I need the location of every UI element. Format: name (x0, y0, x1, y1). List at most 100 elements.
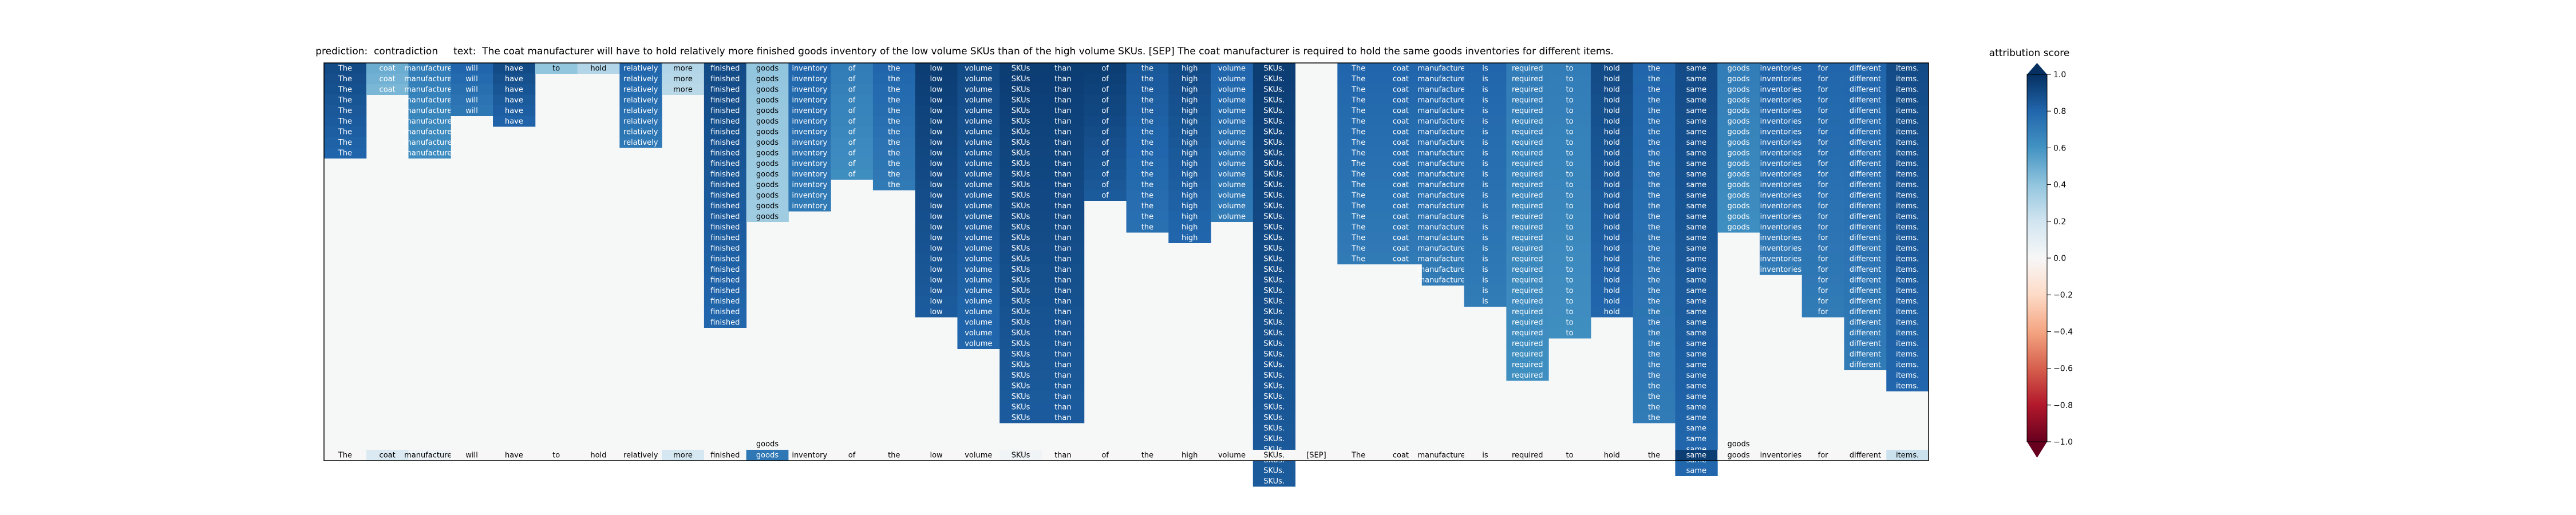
heatmap-cell: same (1675, 402, 1718, 413)
heatmap-cell-label: same (1686, 403, 1706, 411)
prediction-label: prediction: (315, 46, 368, 57)
heatmap-cell-label: inventory (792, 75, 827, 84)
heatmap-cell-label: goods (1727, 128, 1749, 136)
heatmap-cell-label: finished (710, 64, 740, 73)
heatmap-cell-label: to (1566, 138, 1573, 147)
heatmap-cell-label: same (1686, 233, 1706, 242)
heatmap-cell: for (1801, 169, 1844, 180)
heatmap-cell: the (1633, 190, 1676, 201)
heatmap-cell: inventory (788, 126, 831, 137)
heatmap-cell: SKUs (999, 253, 1042, 264)
heatmap-cell-label: inventories (1760, 233, 1802, 242)
bottom-token: [SEP] (1295, 450, 1338, 461)
heatmap-cell: volume (957, 285, 1000, 296)
heatmap-cell-label: coat (1393, 233, 1409, 242)
heatmap-cell: for (1801, 94, 1844, 106)
heatmap-cell-label: volume (965, 318, 992, 327)
heatmap-cell: than (1041, 137, 1085, 148)
heatmap-cell: hold (1590, 190, 1634, 201)
heatmap-cell: SKUs (999, 73, 1042, 85)
heatmap-cell: is (1464, 63, 1507, 74)
heatmap-cell-label: for (1818, 181, 1829, 189)
heatmap-cell: to (1548, 84, 1591, 95)
colorbar-gradient (2027, 74, 2047, 442)
heatmap-cell: the (1126, 84, 1169, 95)
heatmap-cell-label: goods (1727, 170, 1749, 179)
heatmap-cell: the (1633, 221, 1676, 233)
heatmap-cell-label: for (1818, 244, 1829, 253)
heatmap-cell: different (1844, 179, 1887, 191)
heatmap-cell: The (324, 148, 367, 159)
heatmap-cell-label: same (1686, 149, 1706, 157)
heatmap-cell-label: for (1818, 255, 1829, 263)
heatmap-cell: than (1041, 105, 1085, 116)
heatmap-cell: will (451, 73, 493, 85)
heatmap-cell: of (1084, 190, 1127, 201)
heatmap-cell: required (1506, 232, 1549, 243)
heatmap-cell: hold (577, 63, 620, 74)
heatmap-cell: same (1675, 243, 1718, 254)
heatmap-cell: low (915, 63, 958, 74)
heatmap-cell: for (1801, 126, 1844, 137)
heatmap-cell-label: the (1648, 297, 1660, 306)
heatmap-cell: the (1633, 148, 1676, 159)
heatmap-cell: goods (746, 126, 789, 137)
heatmap-cell: The (1337, 190, 1380, 201)
heatmap-cell: The (1337, 158, 1380, 169)
heatmap-cell-label: low (930, 75, 943, 84)
heatmap-cell-label: volume (965, 212, 992, 221)
bottom-token-label: to (1566, 451, 1573, 460)
heatmap-cell: relatively (619, 73, 662, 85)
heatmap-cell: than (1041, 190, 1085, 201)
heatmap-cell-label: same (1686, 297, 1706, 306)
heatmap-cell: than (1041, 169, 1085, 180)
heatmap-cell-label: the (1648, 318, 1660, 327)
heatmap-cell-label: is (1482, 85, 1488, 94)
colorbar-tick-label: 0.2 (2053, 217, 2066, 227)
heatmap-cell: to (1548, 327, 1591, 339)
bottom-token-label: required (1512, 451, 1543, 460)
heatmap-cell-label: will (465, 64, 477, 73)
heatmap-cell-label: low (930, 170, 943, 179)
heatmap-cell: than (1041, 221, 1085, 233)
heatmap-cell: inventories (1759, 243, 1803, 254)
heatmap-cell-label: different (1850, 106, 1881, 115)
heatmap-cell-label: different (1850, 191, 1881, 200)
heatmap-cell: items. (1886, 200, 1929, 212)
heatmap-cell-label: volume (965, 64, 992, 73)
heatmap-cell-label: the (888, 96, 900, 105)
heatmap-cell: hold (1590, 179, 1634, 191)
heatmap-cell: inventories (1759, 264, 1803, 275)
heatmap-cell-label: finished (710, 75, 740, 84)
heatmap-cell-label: hold (590, 64, 606, 73)
heatmap-cell: required (1506, 285, 1549, 296)
heatmap-cell-label: high (1182, 202, 1198, 211)
heatmap-cell: SKUs. (1253, 190, 1296, 201)
heatmap-cell-label: to (1566, 329, 1573, 338)
heatmap-cell: high (1168, 63, 1211, 74)
heatmap-cell: volume (957, 296, 1000, 307)
heatmap-cell-label: SKUs. (1263, 160, 1285, 168)
heatmap-cell: finished (704, 158, 747, 169)
heatmap-cell-label: to (1566, 276, 1573, 284)
heatmap-cell-label: required (1512, 191, 1543, 200)
heatmap-cell: items. (1886, 317, 1929, 328)
heatmap-cell: volume (957, 327, 1000, 339)
heatmap-cell: the (1126, 73, 1169, 85)
heatmap-cell: same (1675, 148, 1718, 159)
heatmap-cell-label: same (1686, 266, 1706, 274)
heatmap-cell: goods (746, 200, 789, 212)
heatmap-cell-label: to (1566, 308, 1573, 316)
heatmap-cell: inventories (1759, 84, 1803, 95)
heatmap-cell: volume (957, 221, 1000, 233)
bottom-token-label: the (1648, 451, 1660, 460)
heatmap-cell: the (1633, 243, 1676, 254)
heatmap-cell: manufacturer (404, 105, 455, 116)
heatmap-cell: The (1337, 221, 1380, 233)
heatmap-cell-label: of (1101, 128, 1109, 136)
heatmap-cell: inventories (1759, 148, 1803, 159)
heatmap-cell-label: for (1818, 85, 1829, 94)
heatmap-cell-label: will (465, 75, 477, 84)
heatmap-cell-label: have (505, 75, 523, 84)
heatmap-cell-label: than (1054, 117, 1072, 126)
